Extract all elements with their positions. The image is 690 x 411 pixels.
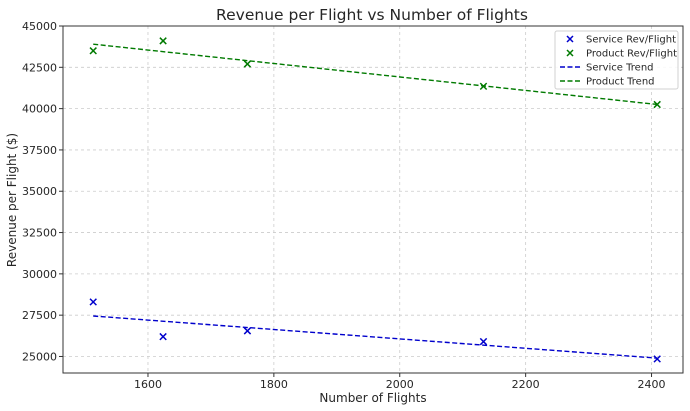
trend-line [93, 43, 658, 106]
y-tick-label: 42500 [22, 61, 57, 74]
y-axis-label: Revenue per Flight ($) [5, 133, 19, 267]
trend-line [93, 315, 658, 359]
y-tick-label: 45000 [22, 20, 57, 33]
scatter-point [89, 298, 97, 306]
legend-entry: Product Rev/Flight [566, 49, 677, 60]
scatter-point [653, 100, 661, 109]
legend: Service Rev/Flight Product Rev/Flight Serv… [554, 30, 679, 90]
y-tick-label: 35000 [22, 185, 57, 198]
x-tick-label: 2200 [512, 378, 540, 391]
scatter-point [159, 332, 167, 341]
legend-label: Product Trend [586, 77, 655, 88]
grid [63, 25, 683, 373]
x-tick-label: 1800 [260, 378, 288, 391]
scatter-point [243, 60, 252, 68]
y-tick-label: 27500 [22, 309, 57, 322]
series-2 [93, 315, 658, 359]
series-layer [89, 37, 661, 363]
x-axis-label: Number of Flights [319, 391, 426, 405]
legend-entry: Service Rev/Flight [566, 35, 676, 46]
y-tick-label: 37500 [22, 144, 57, 157]
plot-frame [62, 25, 684, 374]
x-axis-ticks: 1600 1800 2000 2200 2400 [134, 373, 666, 391]
y-tick-label: 30000 [22, 268, 57, 281]
series-1 [89, 37, 661, 109]
y-tick-label: 40000 [22, 103, 57, 116]
legend-marker-swatch [566, 49, 574, 57]
scatter-point [479, 337, 488, 346]
scatter-point [243, 327, 252, 335]
series-0 [89, 298, 661, 363]
y-tick-label: 25000 [22, 350, 57, 363]
y-axis-ticks: 25000 27500 30000 32500 35000 37500 40000 42500… [22, 20, 63, 363]
legend-marker-swatch [566, 35, 574, 43]
series-3 [93, 43, 658, 106]
scatter-point [653, 355, 661, 363]
legend-label: Service Trend [586, 63, 654, 74]
legend-entry: Service Trend [560, 63, 654, 74]
x-tick-label: 2400 [638, 378, 666, 391]
legend-frame [554, 30, 679, 90]
legend-entry: Product Trend [560, 77, 655, 88]
scatter-point [89, 47, 97, 55]
x-tick-label: 2000 [386, 378, 414, 391]
x-tick-label: 1600 [134, 378, 162, 391]
chart-title: Revenue per Flight vs Number of Flights [216, 6, 528, 24]
y-tick-label: 32500 [22, 227, 57, 240]
scatter-point [159, 37, 167, 45]
legend-label: Product Rev/Flight [586, 49, 677, 60]
legend-label: Service Rev/Flight [586, 35, 676, 46]
